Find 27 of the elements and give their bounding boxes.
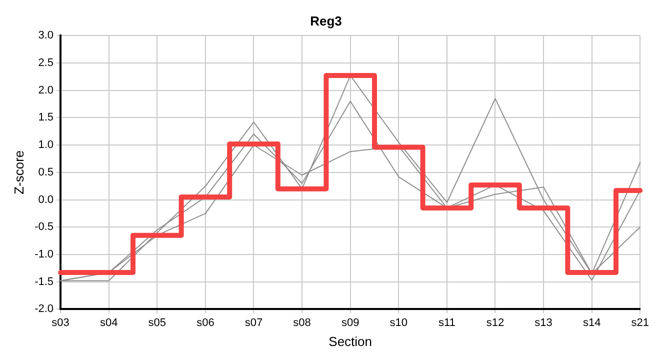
x-tick-label: s10	[390, 316, 408, 329]
y-tick-label: 1.0	[38, 139, 54, 152]
x-tick-label: s07	[244, 316, 263, 329]
y-tick-label: -1.5	[34, 276, 54, 288]
chart-title: Reg3	[310, 13, 342, 28]
y-tick-label: -2.0	[34, 303, 54, 316]
y-tick-label: 0.0	[38, 194, 54, 206]
x-tick-label: s03	[52, 316, 70, 329]
x-axis-title: Section	[328, 334, 372, 349]
x-tick-label: s13	[534, 316, 552, 329]
y-tick-label: -0.5	[34, 221, 54, 234]
y-tick-label: -1.0	[34, 248, 54, 261]
y-axis-title: Z-score	[11, 150, 26, 194]
x-tick-label: s09	[341, 316, 360, 329]
y-tick-label: 1.5	[38, 112, 54, 124]
x-tick-label: s12	[486, 316, 504, 329]
x-tick-label: s21	[631, 316, 650, 329]
y-tick-label: 3.0	[38, 30, 54, 42]
x-tick-label: s11	[438, 316, 456, 329]
x-tick-label: s05	[148, 316, 166, 329]
x-tick-label: s06	[196, 316, 214, 329]
x-tick-label: s04	[100, 316, 118, 329]
x-tick-label: s14	[582, 316, 601, 329]
x-tick-label: s08	[293, 316, 311, 329]
y-tick-label: 2.0	[38, 84, 54, 96]
y-tick-label: 2.5	[38, 56, 54, 69]
y-tick-label: 0.5	[38, 166, 54, 178]
